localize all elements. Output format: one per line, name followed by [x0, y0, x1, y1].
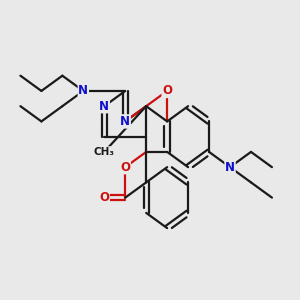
Text: N: N — [225, 160, 235, 174]
Text: N: N — [99, 100, 109, 113]
Text: N: N — [78, 84, 88, 98]
Text: O: O — [162, 84, 172, 98]
Text: CH₃: CH₃ — [94, 147, 115, 157]
Text: N: N — [120, 115, 130, 128]
Text: O: O — [99, 191, 109, 204]
Text: O: O — [120, 160, 130, 174]
